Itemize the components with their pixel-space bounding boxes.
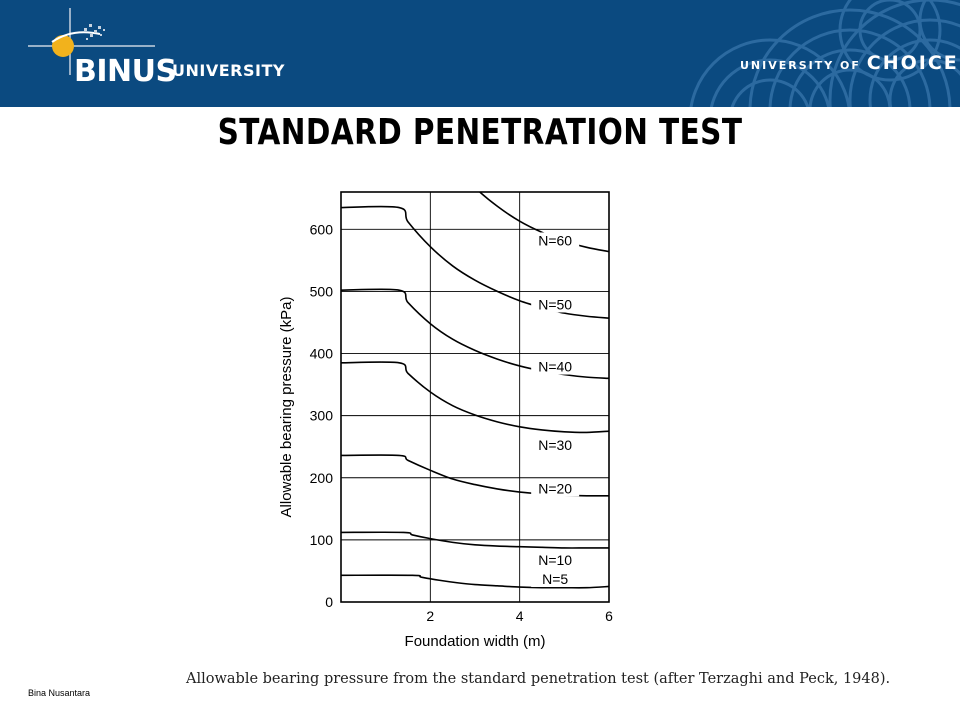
series-label-bg xyxy=(531,551,580,568)
series-line-n-50 xyxy=(341,205,609,319)
series-label-bg xyxy=(531,571,580,588)
header-decoration xyxy=(28,0,960,107)
slide-title: STANDARD PENETRATION TEST xyxy=(217,112,743,153)
logo-text: BINUS xyxy=(74,54,177,89)
y-tick-label: 200 xyxy=(310,470,334,486)
series-label: N=40 xyxy=(538,359,572,375)
chart-series-labels: N=60 N=50 N=40 N=30 N=20 N=10 N=5 xyxy=(531,232,580,588)
x-tick-label: 4 xyxy=(516,608,524,624)
chart-grid xyxy=(341,192,609,602)
x-tick-label: 2 xyxy=(426,608,434,624)
logo-mark xyxy=(28,8,155,75)
series-label: N=5 xyxy=(542,571,568,587)
tagline-emphasis: CHOICE xyxy=(866,52,959,74)
y-tick-label: 100 xyxy=(310,532,334,548)
footer-text: Bina Nusantara xyxy=(28,688,91,698)
logo-subtext: UNIVERSITY xyxy=(172,61,285,80)
y-tick-label: 600 xyxy=(310,221,334,237)
series-label-bg xyxy=(531,358,580,375)
series-line-n-40 xyxy=(341,288,609,380)
series-label: N=60 xyxy=(538,232,572,248)
header-banner: BINUS UNIVERSITY UNIVERSITY OF CHOICE xyxy=(0,0,960,107)
series-line-n-30 xyxy=(341,361,609,434)
series-label-bg xyxy=(531,480,580,497)
series-line-n-60 xyxy=(478,192,609,253)
series-label: N=10 xyxy=(538,552,572,568)
y-tick-label: 500 xyxy=(310,283,334,299)
series-label-bg xyxy=(531,436,580,453)
y-axis-label: Allowable bearing pressure (kPa) xyxy=(278,297,295,518)
x-axis-label: Foundation width (m) xyxy=(405,633,546,650)
logo-sun-icon xyxy=(52,35,74,57)
wave-pattern xyxy=(689,0,960,107)
series-line-n-5 xyxy=(341,574,609,589)
series-label-bg xyxy=(531,232,580,249)
series-label: N=20 xyxy=(538,480,572,496)
series-line-n-10 xyxy=(341,531,609,549)
y-tick-label: 0 xyxy=(325,594,333,610)
plot-frame xyxy=(340,191,610,603)
series-label-bg xyxy=(531,296,580,313)
figure-caption: Allowable bearing pressure from the stan… xyxy=(186,671,891,687)
tagline-prefix: UNIVERSITY OF xyxy=(740,59,861,72)
y-tick-label: 400 xyxy=(310,346,334,362)
series-label: N=50 xyxy=(538,296,572,312)
y-tick-label: 300 xyxy=(310,408,334,424)
x-tick-label: 6 xyxy=(605,608,613,624)
series-label: N=30 xyxy=(538,437,572,453)
chart-ticks: 0 100 200 300 400 500 600 2 4 6 xyxy=(310,221,613,624)
tagline: UNIVERSITY OF CHOICE xyxy=(740,52,959,74)
